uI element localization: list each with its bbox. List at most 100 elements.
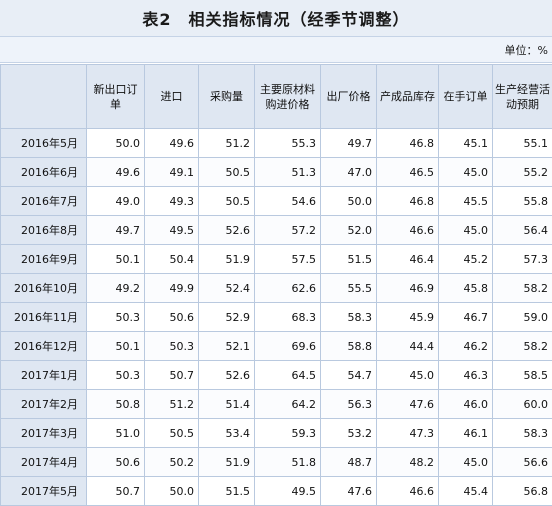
table-cell: 51.5 — [321, 245, 377, 274]
table-cell: 47.6 — [321, 477, 377, 506]
table-cell: 69.6 — [255, 332, 321, 361]
table-cell: 58.5 — [493, 361, 552, 390]
table-cell: 45.0 — [439, 448, 493, 477]
table-cell: 55.2 — [493, 158, 552, 187]
table-cell: 46.6 — [377, 216, 439, 245]
table-cell: 49.6 — [87, 158, 145, 187]
row-period: 2016年12月 — [1, 332, 87, 361]
table-cell: 49.5 — [145, 216, 199, 245]
table-cell: 46.7 — [439, 303, 493, 332]
table-cell: 60.0 — [493, 390, 552, 419]
table-cell: 52.6 — [199, 216, 255, 245]
table-cell: 58.3 — [493, 419, 552, 448]
table-cell: 47.6 — [377, 390, 439, 419]
table-cell: 50.0 — [321, 187, 377, 216]
row-period: 2017年3月 — [1, 419, 87, 448]
table-cell: 47.0 — [321, 158, 377, 187]
table-cell: 51.0 — [87, 419, 145, 448]
table-cell: 52.6 — [199, 361, 255, 390]
table-cell: 44.4 — [377, 332, 439, 361]
table-cell: 54.6 — [255, 187, 321, 216]
table-cell: 48.2 — [377, 448, 439, 477]
table-cell: 51.9 — [199, 245, 255, 274]
row-period: 2016年6月 — [1, 158, 87, 187]
table-cell: 46.2 — [439, 332, 493, 361]
unit-label: 单位：% — [0, 37, 552, 63]
table-cell: 46.4 — [377, 245, 439, 274]
table-cell: 49.6 — [145, 129, 199, 158]
table-cell: 45.0 — [439, 158, 493, 187]
row-period: 2017年5月 — [1, 477, 87, 506]
header-row: 新出口订单进口采购量主要原材料购进价格出厂价格产成品库存在手订单生产经营活动预期 — [1, 65, 552, 129]
table-cell: 47.3 — [377, 419, 439, 448]
table-cell: 59.3 — [255, 419, 321, 448]
column-header: 产成品库存 — [377, 65, 439, 129]
table-cell: 49.2 — [87, 274, 145, 303]
row-period: 2017年2月 — [1, 390, 87, 419]
column-header: 在手订单 — [439, 65, 493, 129]
table-cell: 49.0 — [87, 187, 145, 216]
table-cell: 50.5 — [199, 187, 255, 216]
table-cell: 64.2 — [255, 390, 321, 419]
column-header: 新出口订单 — [87, 65, 145, 129]
table-cell: 50.1 — [87, 332, 145, 361]
table-cell: 56.3 — [321, 390, 377, 419]
table-cell: 52.4 — [199, 274, 255, 303]
table-cell: 50.6 — [145, 303, 199, 332]
table-cell: 56.8 — [493, 477, 552, 506]
table-cell: 46.6 — [377, 477, 439, 506]
table-cell: 58.2 — [493, 332, 552, 361]
table-cell: 50.0 — [145, 477, 199, 506]
table-cell: 48.7 — [321, 448, 377, 477]
table-cell: 49.7 — [321, 129, 377, 158]
table-cell: 49.9 — [145, 274, 199, 303]
table-cell: 51.2 — [199, 129, 255, 158]
table-cell: 45.4 — [439, 477, 493, 506]
table-cell: 49.7 — [87, 216, 145, 245]
table-cell: 55.8 — [493, 187, 552, 216]
table-cell: 56.4 — [493, 216, 552, 245]
table-cell: 50.5 — [145, 419, 199, 448]
column-header: 主要原材料购进价格 — [255, 65, 321, 129]
table-cell: 51.9 — [199, 448, 255, 477]
row-period: 2016年11月 — [1, 303, 87, 332]
table-cell: 59.0 — [493, 303, 552, 332]
table-cell: 50.7 — [145, 361, 199, 390]
table-cell: 46.8 — [377, 187, 439, 216]
column-header: 进口 — [145, 65, 199, 129]
table-cell: 51.4 — [199, 390, 255, 419]
table-cell: 58.8 — [321, 332, 377, 361]
table-cell: 52.1 — [199, 332, 255, 361]
table-cell: 58.3 — [321, 303, 377, 332]
table-cell: 45.8 — [439, 274, 493, 303]
table-cell: 50.6 — [87, 448, 145, 477]
table-cell: 50.2 — [145, 448, 199, 477]
row-period: 2017年1月 — [1, 361, 87, 390]
row-period: 2016年7月 — [1, 187, 87, 216]
table-cell: 68.3 — [255, 303, 321, 332]
header-period — [1, 65, 87, 129]
table-cell: 53.2 — [321, 419, 377, 448]
table-cell: 50.5 — [199, 158, 255, 187]
table-cell: 54.7 — [321, 361, 377, 390]
table-cell: 46.0 — [439, 390, 493, 419]
table-cell: 52.9 — [199, 303, 255, 332]
column-header: 生产经营活动预期 — [493, 65, 552, 129]
table-cell: 51.8 — [255, 448, 321, 477]
table-cell: 58.2 — [493, 274, 552, 303]
table-cell: 45.0 — [377, 361, 439, 390]
row-period: 2016年5月 — [1, 129, 87, 158]
row-period: 2016年8月 — [1, 216, 87, 245]
table-cell: 50.1 — [87, 245, 145, 274]
